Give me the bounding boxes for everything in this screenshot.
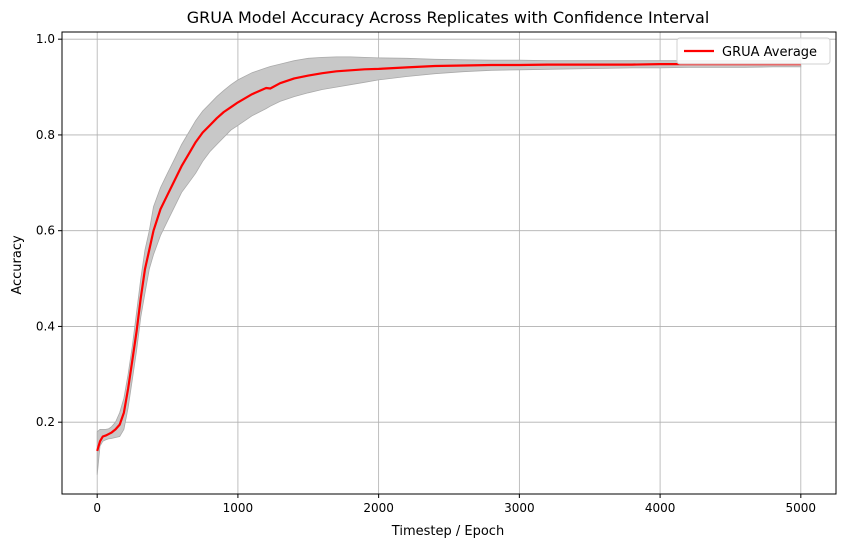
grid [62, 32, 836, 494]
y-axis-label: Accuracy [10, 235, 25, 295]
axes-frame [61, 31, 837, 495]
x-tick-label: 3000 [504, 501, 535, 515]
x-tick-label: 2000 [363, 501, 394, 515]
y-tick-label: 0.8 [36, 128, 55, 142]
x-tick-label: 4000 [645, 501, 676, 515]
x-tick-label: 5000 [786, 501, 817, 515]
y-tick-label: 0.4 [36, 319, 55, 333]
x-axis-label: Timestep / Epoch [391, 524, 504, 539]
y-tick-label: 1.0 [36, 32, 55, 46]
legend-entry-label: GRUA Average [722, 45, 817, 60]
plot-area [96, 56, 802, 475]
chart-title: GRUA Model Accuracy Across Replicates wi… [187, 8, 710, 27]
axes: 0 1000 2000 3000 4000 5000 0.2 0.4 0.6 0.8 1.0 [36, 31, 837, 515]
y-tick-label: 0.6 [36, 224, 55, 238]
legend-box [676, 37, 831, 65]
legend: GRUA Average [676, 37, 831, 65]
y-tick-label: 0.2 [36, 415, 55, 429]
x-tick-label: 1000 [223, 501, 254, 515]
confidence-band [96, 56, 802, 475]
series-line-grua-average [96, 62, 801, 452]
x-tick-label: 0 [93, 501, 101, 515]
